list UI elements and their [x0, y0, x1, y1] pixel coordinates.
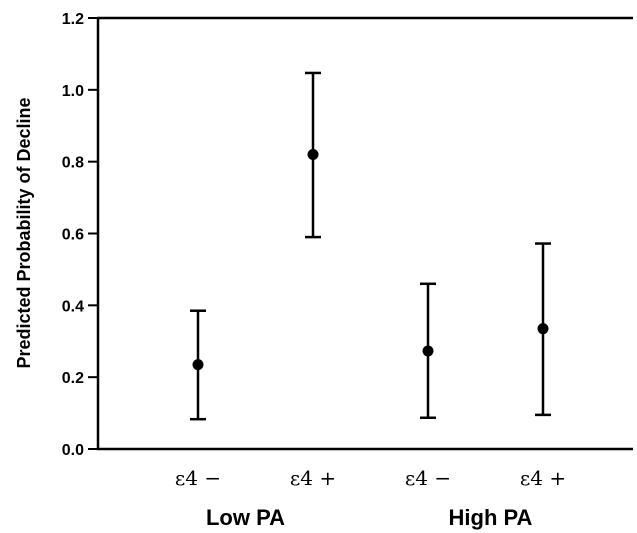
- group-label: Low PA: [206, 505, 285, 530]
- y-tick-labels: 0.0 0.2 0.4 0.6 0.8 1.0 1.2: [62, 11, 84, 459]
- y-tick-label: 0.8: [62, 155, 84, 172]
- y-tick-label: 0.4: [62, 298, 84, 315]
- group-label: High PA: [449, 505, 533, 530]
- data-point: [192, 359, 204, 371]
- data-points: [192, 148, 549, 371]
- y-axis-label: Predicted Probability of Decline: [14, 97, 34, 368]
- y-tick-label: 0.0: [62, 442, 84, 459]
- x-tick-label: ε4 +: [520, 466, 566, 490]
- y-tick-label: 1.2: [62, 11, 84, 28]
- data-point: [307, 148, 319, 160]
- x-tick-labels: ε4 − ε4 + ε4 − ε4 +: [175, 466, 566, 490]
- error-bars: [190, 71, 551, 421]
- y-axis-ticks: [88, 17, 98, 450]
- x-tick-label: ε4 +: [290, 466, 336, 490]
- data-point: [537, 323, 549, 335]
- group-labels: Low PA High PA: [206, 505, 533, 530]
- data-point: [422, 345, 434, 357]
- y-tick-label: 0.6: [62, 227, 84, 244]
- x-tick-label: ε4 −: [405, 466, 451, 490]
- y-tick-label: 1.0: [62, 83, 84, 100]
- y-tick-label: 0.2: [62, 370, 84, 387]
- x-tick-label: ε4 −: [175, 466, 221, 490]
